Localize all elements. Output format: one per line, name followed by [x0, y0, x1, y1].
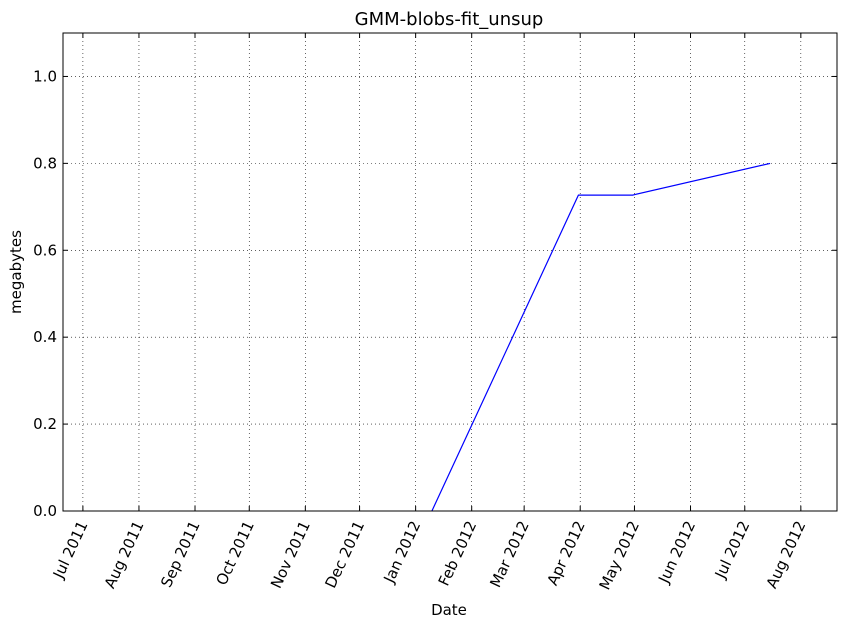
y-tick-label: 1.0	[33, 67, 57, 85]
y-axis-label: megabytes	[7, 230, 25, 314]
y-tick-label: 0.4	[33, 328, 57, 346]
y-tick-label: 0.0	[33, 502, 57, 520]
chart-title: GMM-blobs-fit_unsup	[355, 9, 544, 30]
y-tick-label: 0.2	[33, 415, 57, 433]
y-tick-label: 0.8	[33, 154, 57, 172]
y-tick-label: 0.6	[33, 241, 57, 259]
x-axis-label: Date	[431, 601, 467, 619]
